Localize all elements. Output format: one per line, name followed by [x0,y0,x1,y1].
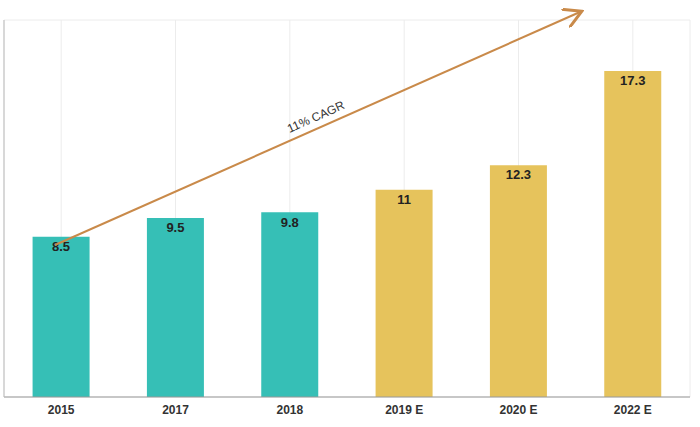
svg-text:11: 11 [397,192,411,207]
svg-text:8.5: 8.5 [52,239,70,254]
svg-text:9.5: 9.5 [166,220,184,235]
svg-text:17.3: 17.3 [620,73,645,88]
svg-text:9.8: 9.8 [281,215,299,230]
svg-text:2017: 2017 [162,403,189,417]
svg-text:2019 E: 2019 E [385,403,423,417]
svg-text:2022 E: 2022 E [614,403,652,417]
svg-text:2015: 2015 [48,403,75,417]
svg-text:2018: 2018 [276,403,303,417]
svg-text:2020 E: 2020 E [499,403,537,417]
svg-text:12.3: 12.3 [506,167,531,182]
svg-text:11% CAGR: 11% CAGR [285,98,347,136]
